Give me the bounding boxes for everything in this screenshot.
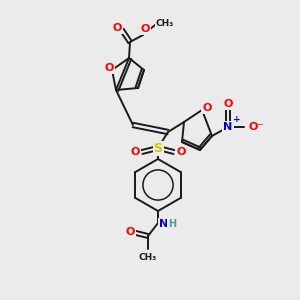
Text: O: O (140, 24, 150, 34)
Text: S: S (154, 142, 163, 154)
Text: O: O (125, 227, 135, 237)
Text: O⁻: O⁻ (248, 122, 264, 132)
Text: H: H (168, 219, 176, 229)
Text: N: N (224, 122, 232, 132)
Text: O: O (130, 147, 140, 157)
Text: O: O (112, 23, 122, 33)
Text: O: O (104, 63, 114, 73)
Text: N: N (159, 219, 169, 229)
Text: +: + (233, 115, 241, 124)
Text: O: O (202, 103, 212, 113)
Text: O: O (176, 147, 186, 157)
Text: O: O (223, 99, 233, 109)
Text: CH₃: CH₃ (156, 19, 174, 28)
Text: CH₃: CH₃ (139, 253, 157, 262)
